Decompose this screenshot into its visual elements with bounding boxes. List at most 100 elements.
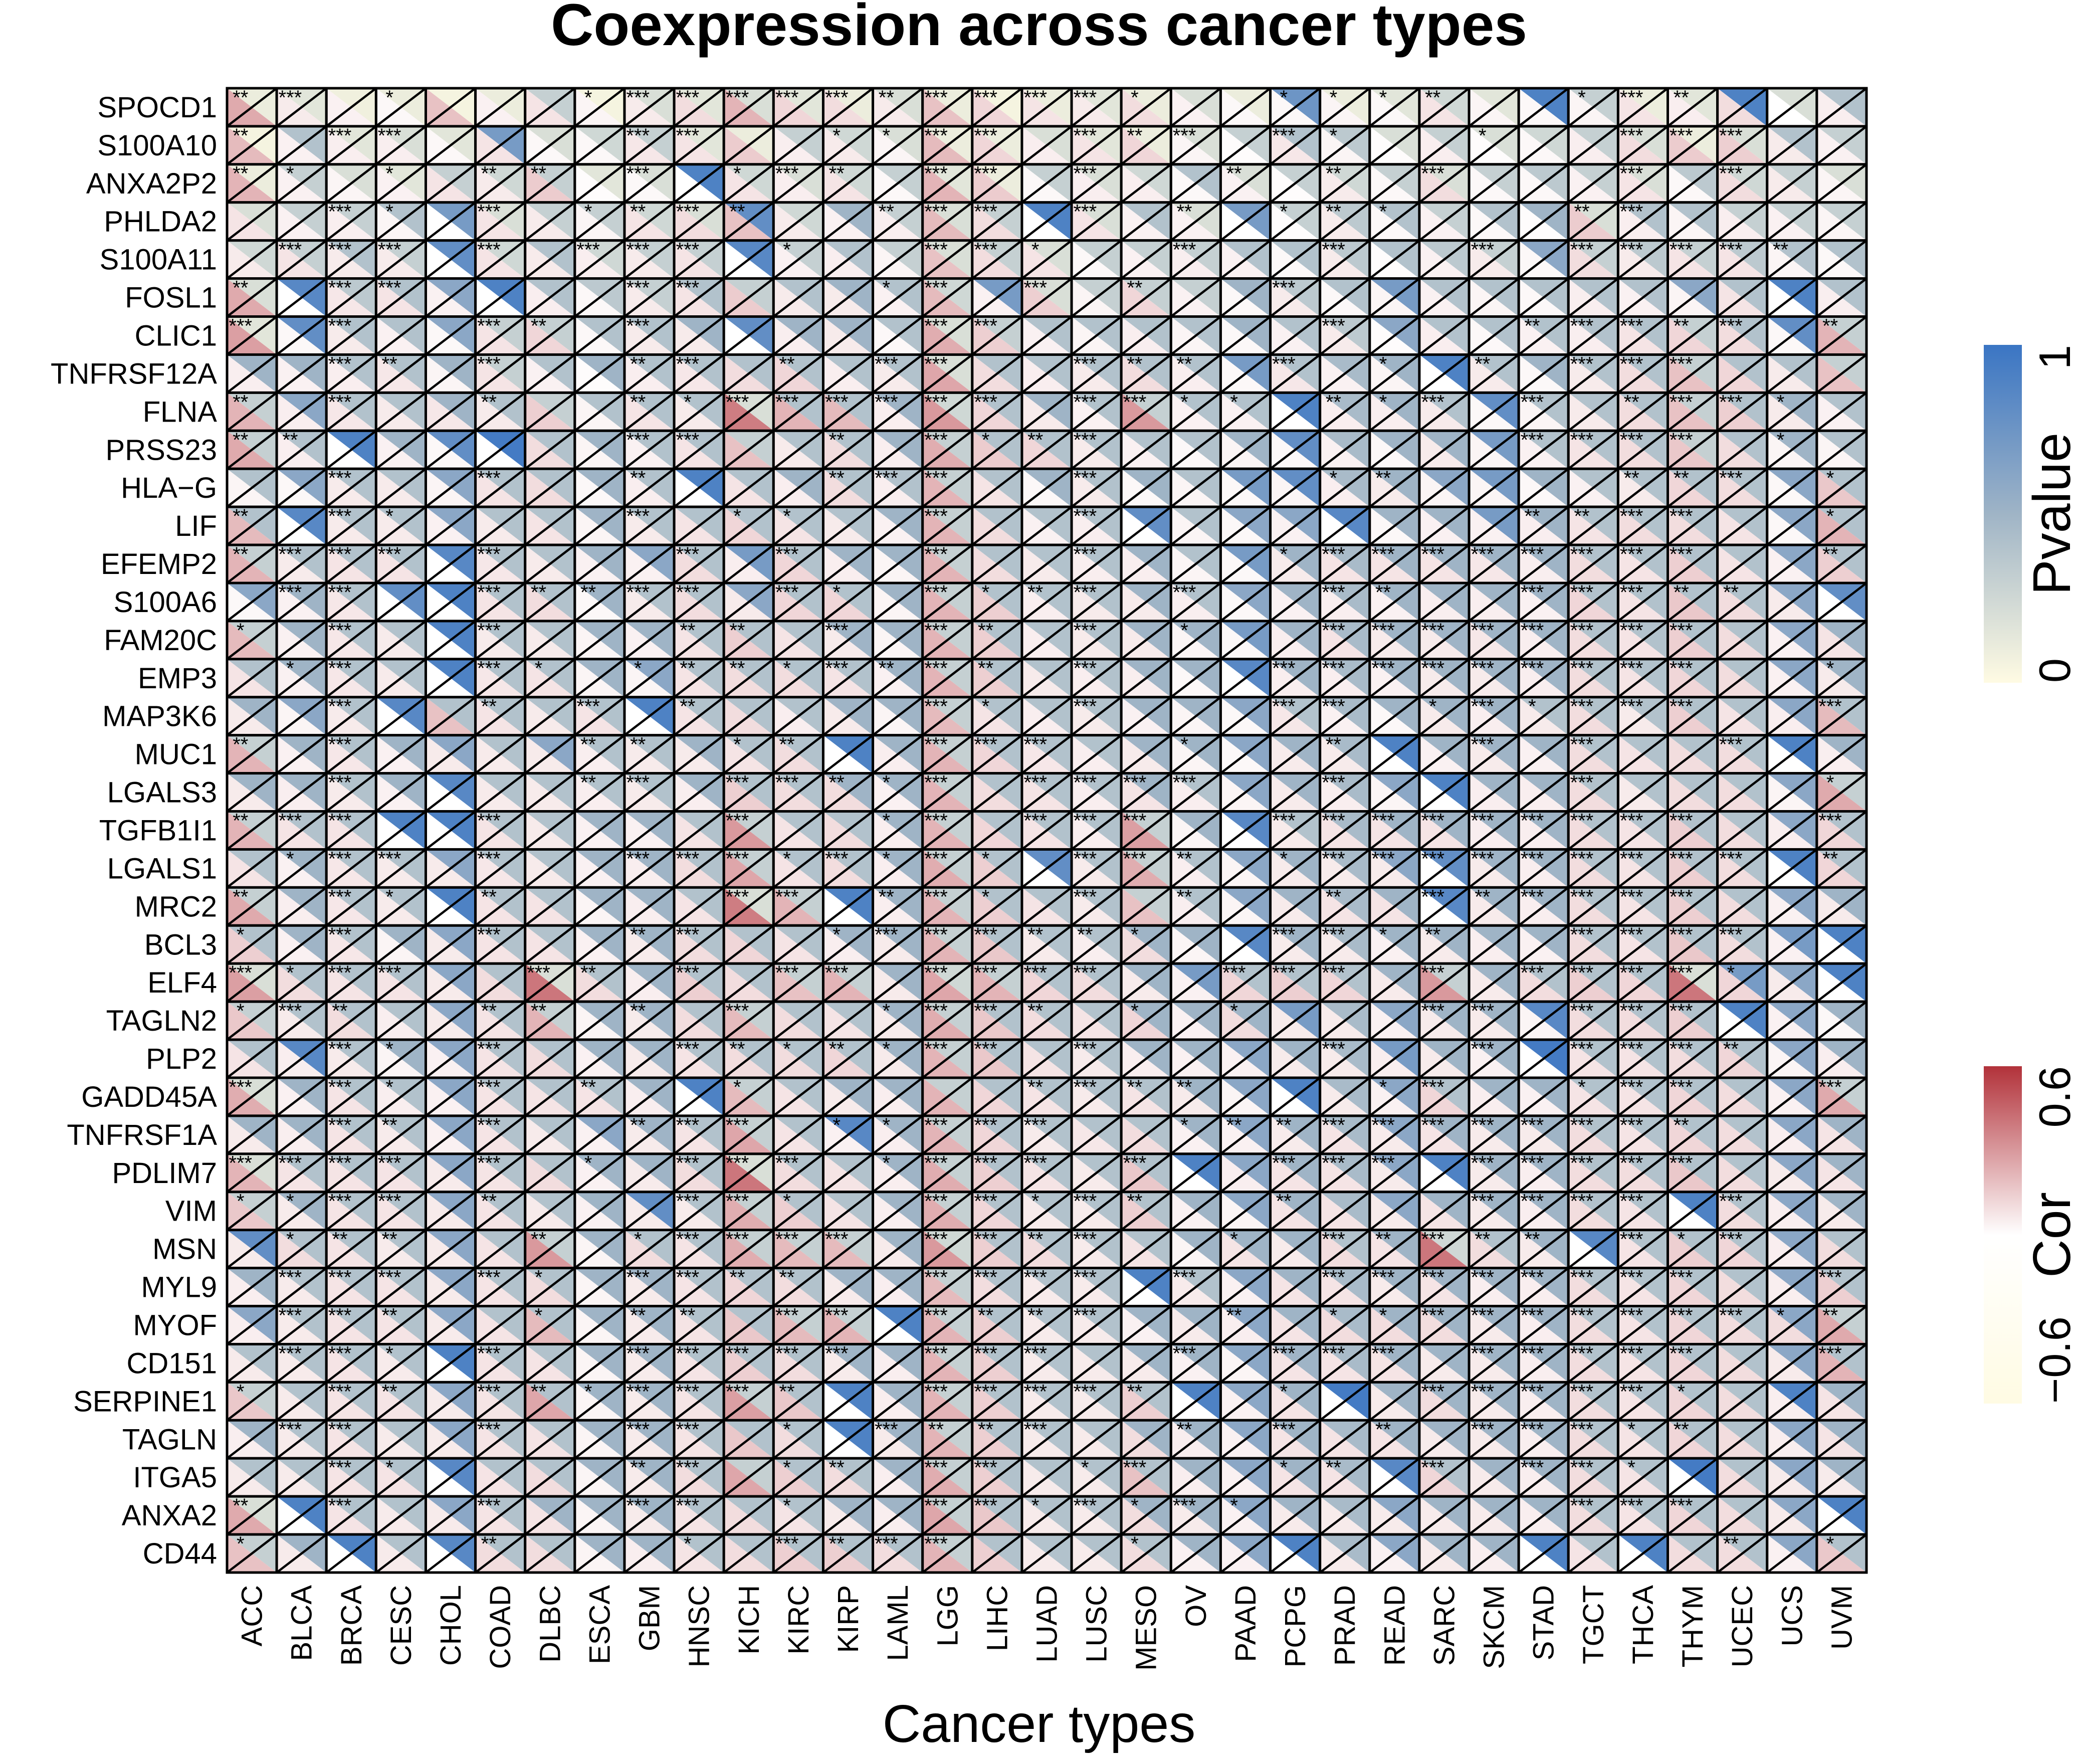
cell-diagonal bbox=[1567, 277, 1619, 318]
cell-diagonal bbox=[1717, 353, 1768, 394]
cell-diagonal bbox=[1270, 201, 1321, 242]
cell-diagonal bbox=[375, 125, 427, 165]
cell-diagonal bbox=[1518, 277, 1569, 318]
cell-diagonal bbox=[425, 353, 476, 394]
cell-diagonal bbox=[475, 468, 526, 508]
cell-diagonal bbox=[1766, 430, 1818, 470]
cell-diagonal bbox=[1816, 468, 1867, 508]
cell-diagonal bbox=[1319, 468, 1371, 508]
cell-diagonal bbox=[723, 201, 774, 242]
cell-diagonal bbox=[1418, 277, 1470, 318]
cell-diagonal bbox=[1816, 239, 1867, 280]
cell-diagonal bbox=[1170, 315, 1221, 356]
cell-diagonal bbox=[1220, 201, 1271, 242]
cell-diagonal bbox=[524, 125, 576, 165]
cell-diagonal bbox=[1766, 125, 1818, 165]
cell-diagonal bbox=[1120, 239, 1172, 280]
cell-diagonal bbox=[971, 87, 1023, 127]
cell-diagonal bbox=[971, 430, 1023, 470]
cell-diagonal bbox=[723, 468, 774, 508]
cell-diagonal bbox=[475, 277, 526, 318]
cell-diagonal bbox=[822, 87, 874, 127]
cell-diagonal bbox=[772, 391, 824, 432]
cell-diagonal bbox=[1717, 125, 1768, 165]
cell-diagonal bbox=[1617, 239, 1669, 280]
cell-diagonal bbox=[226, 391, 278, 432]
cell-diagonal bbox=[822, 315, 874, 356]
cell-diagonal bbox=[1071, 163, 1122, 204]
cell-diagonal bbox=[1071, 315, 1122, 356]
cell-diagonal bbox=[574, 315, 626, 356]
cell-diagonal bbox=[971, 201, 1023, 242]
cell-diagonal bbox=[1518, 430, 1569, 470]
cell-diagonal bbox=[1319, 391, 1371, 432]
cell-diagonal bbox=[276, 239, 327, 280]
cell-diagonal bbox=[1369, 315, 1420, 356]
cell-diagonal bbox=[1021, 277, 1073, 318]
cell-diagonal bbox=[673, 163, 725, 204]
cell-diagonal bbox=[1667, 201, 1719, 242]
cell-diagonal bbox=[1220, 430, 1271, 470]
cell-diagonal bbox=[276, 353, 327, 394]
cell-diagonal bbox=[872, 163, 924, 204]
cell-diagonal bbox=[1120, 353, 1172, 394]
cell-diagonal bbox=[1717, 201, 1768, 242]
cell-diagonal bbox=[425, 391, 476, 432]
cell-diagonal bbox=[1766, 201, 1818, 242]
cell-diagonal bbox=[1418, 315, 1470, 356]
cell-diagonal bbox=[1717, 163, 1768, 204]
cell-diagonal bbox=[375, 163, 427, 204]
cell-diagonal bbox=[872, 239, 924, 280]
cell-diagonal bbox=[922, 125, 973, 165]
cell-diagonal bbox=[1369, 87, 1420, 127]
cell-diagonal bbox=[425, 239, 476, 280]
cell-diagonal bbox=[624, 125, 675, 165]
cell-diagonal bbox=[971, 353, 1023, 394]
cell-diagonal bbox=[1319, 277, 1371, 318]
cell-diagonal bbox=[375, 201, 427, 242]
cell-diagonal bbox=[1220, 391, 1271, 432]
cell-diagonal bbox=[922, 163, 973, 204]
cell-diagonal bbox=[1120, 163, 1172, 204]
cell-diagonal bbox=[1816, 391, 1867, 432]
cell-diagonal bbox=[226, 315, 278, 356]
cell-diagonal bbox=[872, 353, 924, 394]
cell-diagonal bbox=[574, 430, 626, 470]
cell-diagonal bbox=[276, 391, 327, 432]
cell-diagonal bbox=[1021, 391, 1073, 432]
cell-diagonal bbox=[673, 468, 725, 508]
cell-diagonal bbox=[574, 239, 626, 280]
cell-diagonal bbox=[624, 391, 675, 432]
cell-diagonal bbox=[375, 277, 427, 318]
cell-diagonal bbox=[673, 277, 725, 318]
cell-diagonal bbox=[1120, 391, 1172, 432]
cell-diagonal bbox=[1418, 87, 1470, 127]
cell-diagonal bbox=[772, 315, 824, 356]
cell-diagonal bbox=[1766, 163, 1818, 204]
cell-diagonal bbox=[1369, 163, 1420, 204]
cell-diagonal bbox=[226, 506, 278, 546]
cell-diagonal bbox=[1468, 353, 1520, 394]
cell-diagonal bbox=[1170, 163, 1221, 204]
cell-diagonal bbox=[1667, 353, 1719, 394]
cell-diagonal bbox=[1418, 468, 1470, 508]
cell-diagonal bbox=[1567, 315, 1619, 356]
cell-diagonal bbox=[1617, 163, 1669, 204]
cell-diagonal bbox=[1120, 430, 1172, 470]
cell-diagonal bbox=[1418, 201, 1470, 242]
cell-diagonal bbox=[1369, 430, 1420, 470]
cell-diagonal bbox=[1319, 201, 1371, 242]
cell-diagonal bbox=[673, 391, 725, 432]
cell-diagonal bbox=[1120, 277, 1172, 318]
cell-diagonal bbox=[1220, 277, 1271, 318]
cell-diagonal bbox=[1418, 430, 1470, 470]
cell-diagonal bbox=[226, 163, 278, 204]
cell-diagonal bbox=[624, 315, 675, 356]
cell-diagonal bbox=[1220, 315, 1271, 356]
cell-diagonal bbox=[375, 353, 427, 394]
cell-diagonal bbox=[723, 125, 774, 165]
cell-diagonal bbox=[1270, 87, 1321, 127]
cell-diagonal bbox=[673, 430, 725, 470]
cell-diagonal bbox=[1617, 391, 1669, 432]
cell-diagonal bbox=[1567, 391, 1619, 432]
